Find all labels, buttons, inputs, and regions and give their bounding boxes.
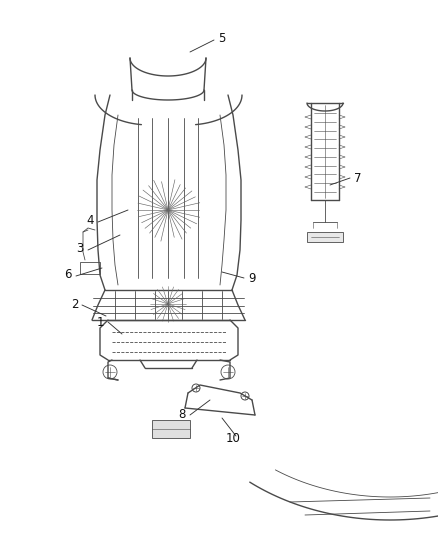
Text: 4: 4 xyxy=(86,214,94,227)
Text: 10: 10 xyxy=(226,432,240,445)
Bar xyxy=(80,262,100,274)
Text: 3: 3 xyxy=(76,241,84,254)
Text: 7: 7 xyxy=(354,172,362,184)
Bar xyxy=(152,420,190,438)
Text: 9: 9 xyxy=(248,271,256,285)
Bar xyxy=(307,232,343,242)
Text: 2: 2 xyxy=(71,298,79,311)
Text: 5: 5 xyxy=(218,31,226,44)
Text: 1: 1 xyxy=(96,316,104,328)
Text: 8: 8 xyxy=(178,408,186,422)
Text: 6: 6 xyxy=(64,269,72,281)
